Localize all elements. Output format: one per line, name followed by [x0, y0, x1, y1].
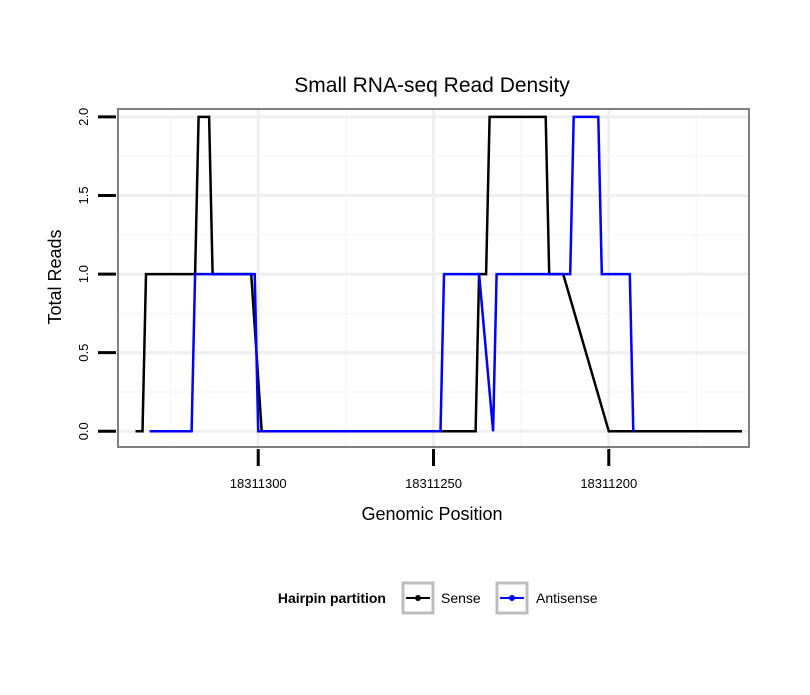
y-tick-label: 2.0: [76, 108, 91, 126]
x-tick-label: 18311300: [230, 476, 287, 491]
legend-label-antisense: Antisense: [536, 590, 598, 606]
x-tick-label: 18311250: [405, 476, 462, 491]
legend-point-sense: [415, 595, 421, 601]
x-axis-label: Genomic Position: [361, 504, 502, 524]
legend-title: Hairpin partition: [278, 590, 386, 606]
series-line-antisense: [149, 115, 635, 433]
legend-label-sense: Sense: [441, 590, 481, 606]
legend-point-antisense: [509, 595, 515, 601]
chart-title: Small RNA-seq Read Density: [294, 74, 570, 97]
series-lines: [135, 115, 742, 433]
y-tick-label: 0.0: [76, 422, 91, 440]
y-tick-label: 1.0: [76, 265, 91, 283]
legend: Hairpin partition Sense Antisense: [278, 581, 598, 615]
legend-item-antisense: Antisense: [495, 581, 598, 615]
legend-item-sense: Sense: [401, 581, 481, 615]
y-tick-label: 1.5: [76, 186, 91, 204]
y-axis-label: Total Reads: [45, 229, 65, 324]
grid-lines: [118, 109, 749, 447]
axis-ticks: 18311300 18311250 18311200 0.0 0.5 1.0 1.5 2.0: [76, 108, 637, 491]
x-tick-label: 18311200: [580, 476, 637, 491]
y-tick-label: 0.5: [76, 344, 91, 362]
plot-frame: [117, 108, 750, 448]
